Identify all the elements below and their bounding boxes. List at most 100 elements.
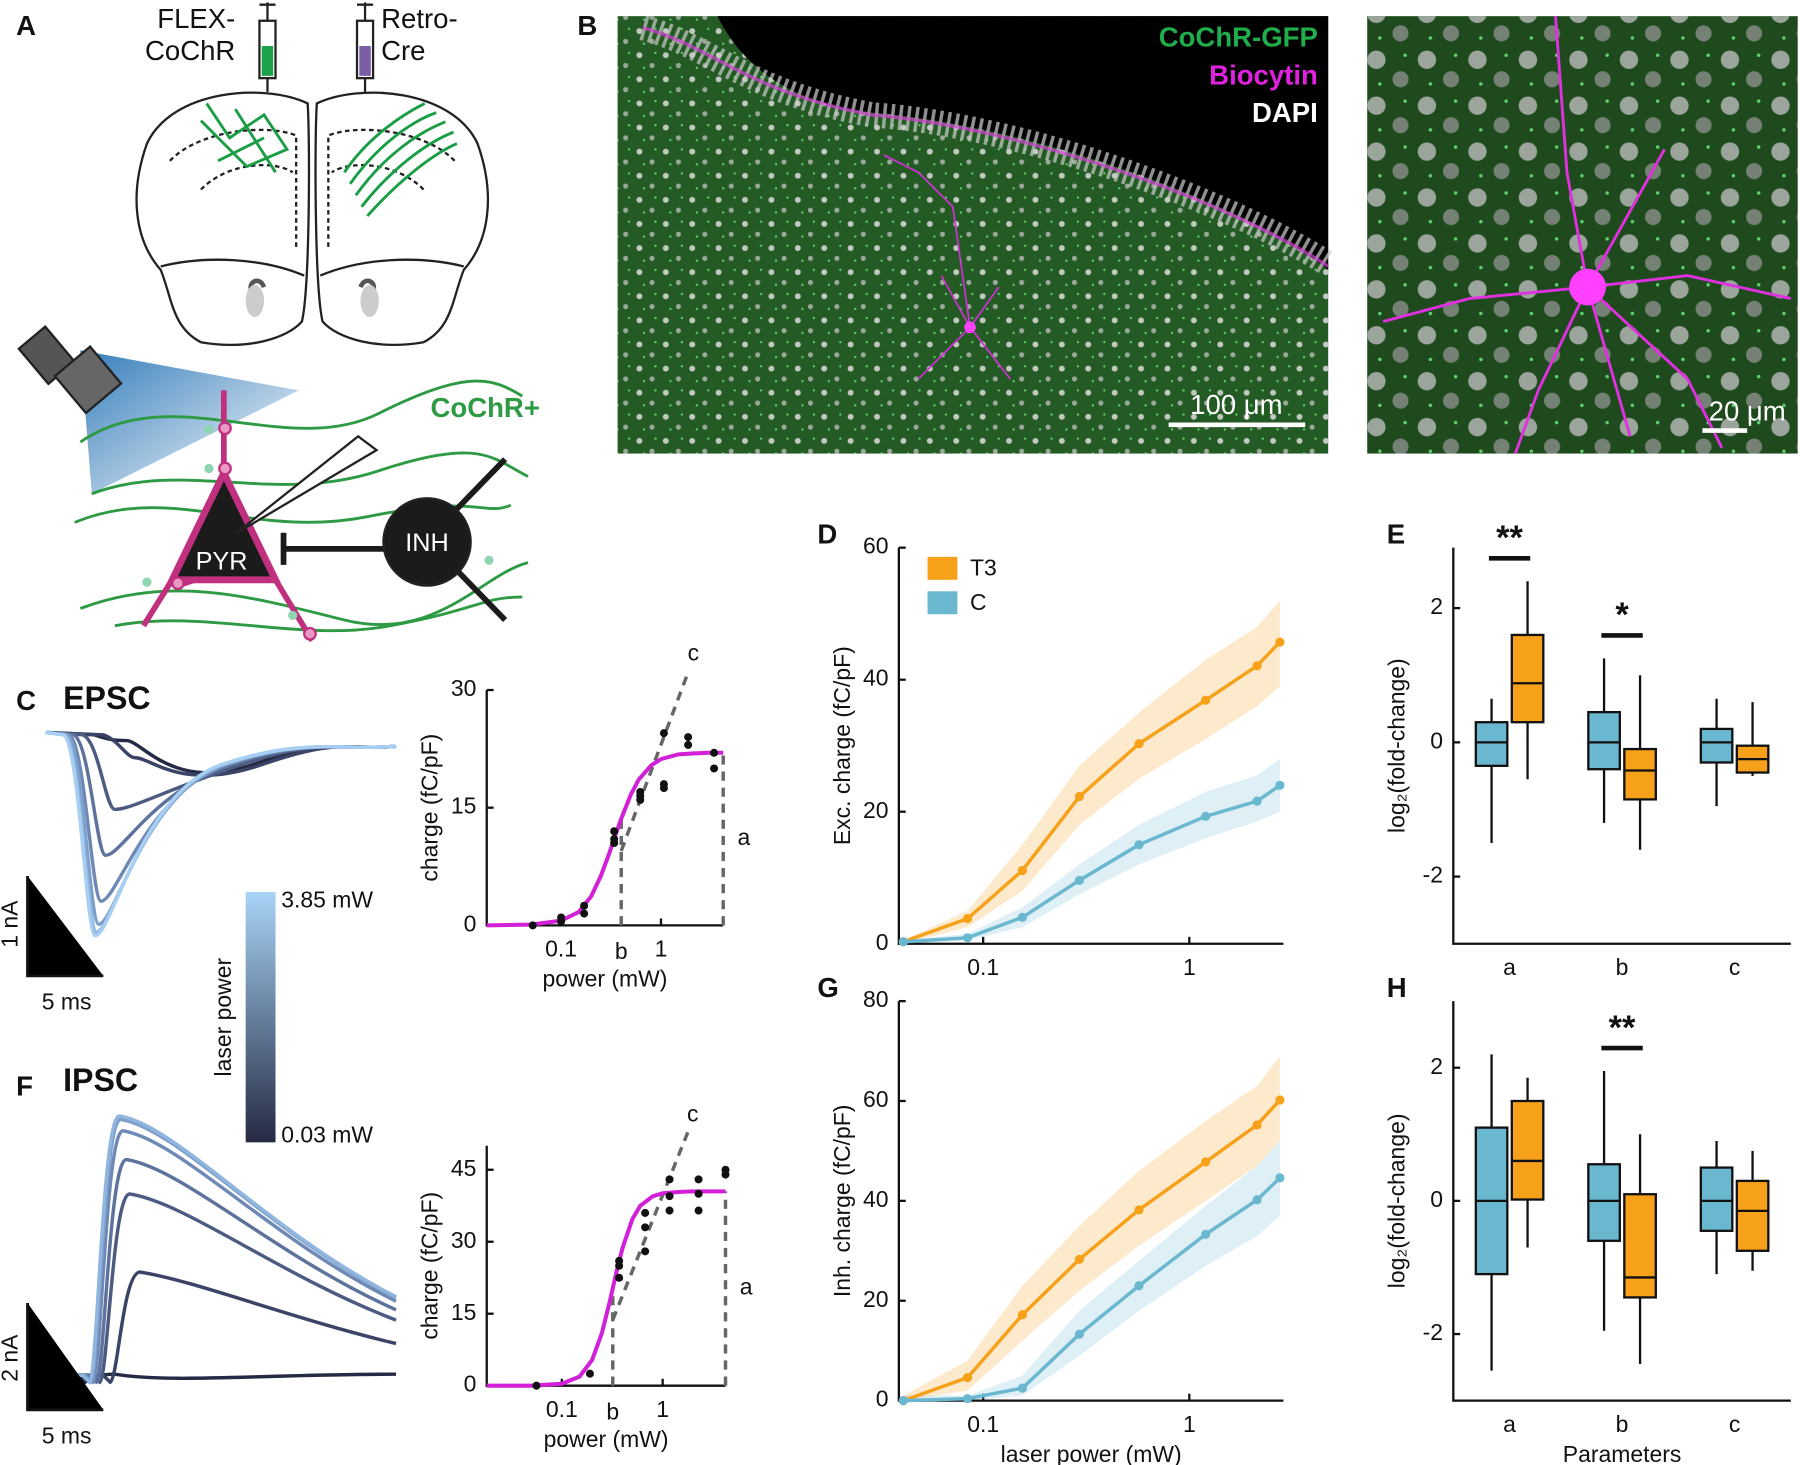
epsc-trace	[45, 730, 397, 938]
data-point	[580, 909, 589, 918]
data-point	[1134, 1205, 1144, 1215]
scale-label: 5 ms	[42, 1422, 92, 1448]
data-point	[636, 787, 645, 797]
data-point	[684, 740, 693, 749]
data-point	[557, 917, 566, 926]
series-line	[903, 783, 1281, 944]
box	[1699, 1166, 1734, 1232]
box	[1699, 727, 1734, 764]
y-axis-label: charge (fC/pF)	[417, 734, 443, 882]
inh-label: INH	[405, 529, 449, 557]
x-tick-label: 1	[655, 936, 668, 962]
x-tick-label: b	[1616, 1411, 1629, 1437]
x-tick-label: c	[1729, 1411, 1740, 1437]
x-axis-label: laser power (mW)	[1001, 1441, 1182, 1465]
x-tick-label: 0.1	[545, 936, 577, 962]
x-tick-label: 0.1	[967, 1411, 999, 1437]
data-point	[585, 1369, 594, 1378]
x-tick-label: a	[1503, 954, 1516, 980]
data-point	[615, 1261, 624, 1270]
y-tick-label: 40	[863, 665, 889, 691]
panel-label: H	[1387, 972, 1407, 1003]
data-point	[694, 1206, 703, 1215]
data-point	[1134, 739, 1144, 749]
syringe-label: CoChR	[145, 35, 235, 66]
box	[1510, 1099, 1545, 1201]
legend-swatch	[927, 591, 958, 615]
data-point	[1074, 1254, 1085, 1264]
data-point	[1017, 912, 1027, 922]
ipsc-trace	[45, 1157, 397, 1385]
micrograph	[617, 15, 1798, 455]
chart: 0 15 30 45 0.1 1 charge (fC/pF) power (mW)b a c	[417, 1100, 753, 1451]
x-tick-label: 1	[1183, 954, 1196, 980]
y-tick-label: 20	[863, 797, 889, 823]
data-point	[1201, 1157, 1211, 1167]
y-tick-label: 45	[451, 1155, 477, 1181]
y-tick-label: 30	[451, 675, 477, 701]
box	[1510, 633, 1545, 724]
y-tick-label: 0	[1430, 1186, 1443, 1212]
data-point	[1074, 791, 1085, 802]
ipsc-trace	[45, 1192, 397, 1385]
syringe-label: Cre	[381, 35, 425, 66]
colorbar-max: 3.85 mW	[281, 886, 373, 912]
legend-label: C	[970, 589, 987, 615]
y-tick-label: -2	[1423, 1319, 1443, 1345]
data-point	[898, 1396, 908, 1406]
pyr-label: PYR	[196, 547, 248, 575]
data-point	[1074, 875, 1085, 885]
chart: 0 20 40 60 80 0.1 1 Inh. charge (fC/pF) laser po…	[829, 986, 1285, 1465]
box	[1735, 1179, 1770, 1252]
significance-label: **	[1609, 1009, 1636, 1047]
ipsc-trace	[45, 1270, 397, 1385]
guide-label: a	[740, 1274, 753, 1300]
colorbar	[245, 892, 276, 1143]
data-point	[641, 1223, 650, 1232]
data-point	[580, 901, 589, 910]
box	[1623, 747, 1657, 801]
x-tick-label: 0.1	[967, 954, 999, 980]
y-tick-label: 60	[863, 1086, 889, 1112]
series-line	[902, 640, 1282, 944]
trace-title: IPSC	[63, 1062, 138, 1098]
data-point	[615, 1273, 624, 1282]
chart: 0 20 40 60 0.1 1 Exc. charge (fC/pF) T3 C	[829, 533, 1285, 980]
data-point	[1252, 796, 1262, 806]
data-point	[962, 1394, 973, 1404]
box	[1587, 710, 1621, 771]
y-axis-label: charge (fC/pF)	[417, 1192, 443, 1340]
y-tick-label: -2	[1423, 862, 1443, 888]
data-point	[898, 937, 908, 947]
x-tick-label: c	[1729, 954, 1740, 980]
data-point	[610, 827, 619, 836]
scale-label: 2 nA	[0, 1334, 23, 1382]
data-point	[962, 914, 973, 924]
x-axis-label: Parameters	[1563, 1441, 1682, 1465]
y-tick-label: 2	[1430, 1053, 1443, 1079]
fit-line	[486, 1189, 726, 1388]
significance-label: **	[1496, 519, 1523, 557]
data-point	[1017, 1383, 1027, 1393]
data-point	[1275, 637, 1285, 647]
error-band	[903, 600, 1280, 944]
axis-line	[1452, 547, 1791, 945]
x-tick-label: 1	[1183, 1411, 1196, 1437]
y-tick-label: 0	[876, 1386, 889, 1412]
guide-label: c	[688, 639, 699, 665]
data-point	[1134, 840, 1144, 850]
significance-label: *	[1615, 596, 1629, 634]
series-line	[903, 1176, 1282, 1403]
syringe-label: Retro-	[381, 3, 458, 34]
y-tick-label: 0	[1430, 727, 1443, 753]
y-tick-label: 0	[464, 910, 477, 936]
y-tick-label: 2	[1430, 593, 1443, 619]
chart: -2 0 2 log₂(fold-change) Parameters a b c **	[1383, 1001, 1791, 1465]
guide-label: c	[687, 1100, 698, 1126]
guide-line	[611, 1130, 690, 1321]
data-point	[694, 1175, 703, 1184]
data-point	[532, 1381, 541, 1390]
